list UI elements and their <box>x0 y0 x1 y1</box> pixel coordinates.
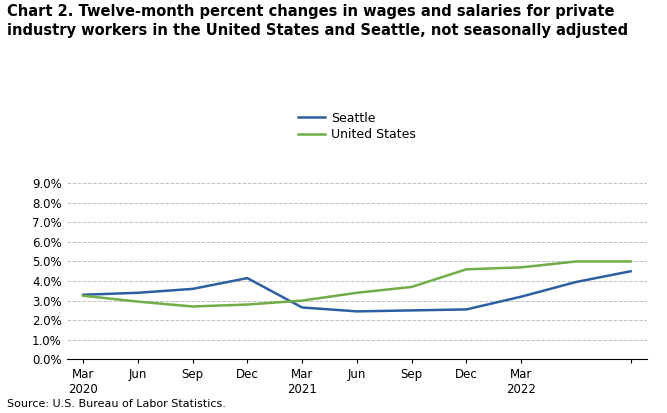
United States <box>408 285 416 290</box>
Text: Chart 2. Twelve-month percent changes in wages and salaries for private
industry: Chart 2. Twelve-month percent changes in… <box>7 4 628 38</box>
Legend: Seattle, United States: Seattle, United States <box>295 109 419 144</box>
Seattle <box>79 292 87 297</box>
Seattle <box>298 305 306 310</box>
United States <box>134 299 142 304</box>
United States <box>243 302 251 307</box>
United States <box>353 290 361 295</box>
United States <box>298 298 306 303</box>
Seattle <box>462 307 470 312</box>
Seattle <box>353 309 361 314</box>
United States <box>626 259 634 264</box>
Seattle <box>517 294 525 299</box>
Seattle <box>189 286 197 291</box>
Text: Source: U.S. Bureau of Labor Statistics.: Source: U.S. Bureau of Labor Statistics. <box>7 399 225 409</box>
United States <box>189 304 197 309</box>
Seattle <box>408 308 416 313</box>
United States <box>462 267 470 272</box>
Seattle <box>572 280 580 285</box>
United States <box>79 293 87 298</box>
Line: Seattle: Seattle <box>83 271 630 311</box>
Seattle <box>134 290 142 295</box>
Seattle <box>243 275 251 280</box>
United States <box>572 259 580 264</box>
Seattle <box>626 269 634 274</box>
Line: United States: United States <box>83 261 630 306</box>
United States <box>517 265 525 270</box>
